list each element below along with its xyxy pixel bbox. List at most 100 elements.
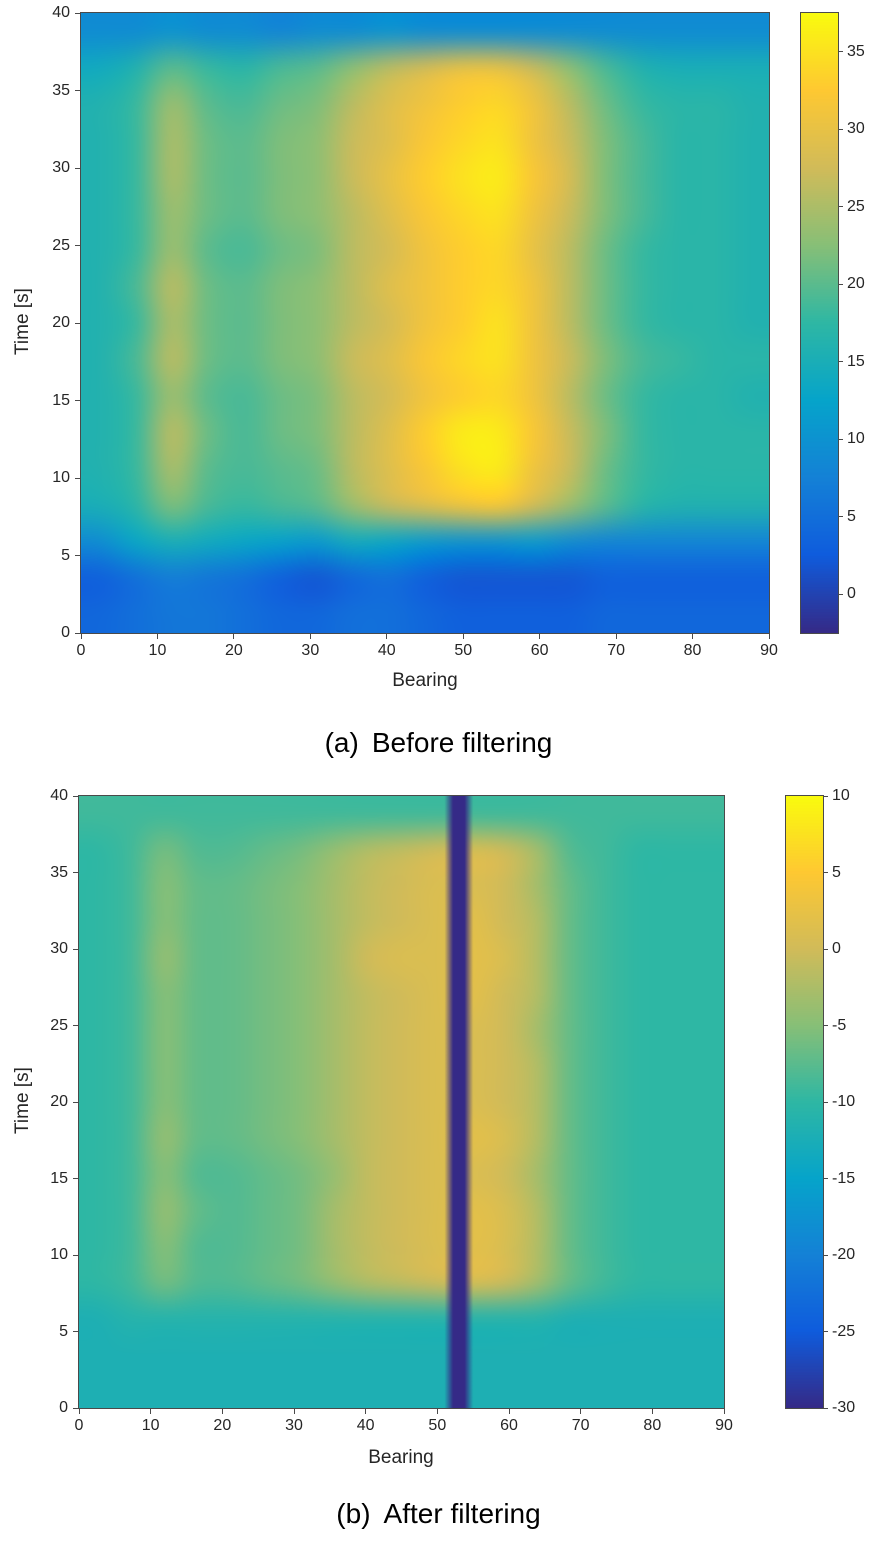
colorbar-tick-label: -15 bbox=[832, 1169, 856, 1187]
y-tick-mark bbox=[75, 477, 80, 479]
x-tick-label: 90 bbox=[715, 1417, 733, 1434]
colorbar-tick-mark bbox=[839, 51, 843, 53]
caption-a: (a) Before filtering bbox=[0, 727, 877, 759]
colorbar-tick-label: 10 bbox=[847, 430, 865, 448]
y-tick-mark bbox=[75, 400, 80, 401]
y-tick-label: 25 bbox=[50, 1016, 68, 1034]
y-tick-label: 35 bbox=[50, 863, 68, 881]
y-tick-label: 10 bbox=[50, 1246, 68, 1263]
colorbar-tick-mark bbox=[824, 948, 828, 950]
y-tick-label: 25 bbox=[52, 236, 70, 254]
caption-b-text: After filtering bbox=[383, 1498, 541, 1529]
colorbar-canvas-a bbox=[801, 13, 838, 633]
x-tick-mark bbox=[615, 634, 617, 639]
colorbar-tick-label: 0 bbox=[832, 940, 841, 957]
colorbar-tick-mark bbox=[824, 1331, 828, 1332]
x-tick-mark bbox=[462, 634, 464, 639]
y-tick-label: 30 bbox=[50, 940, 68, 957]
y-tick-label: 15 bbox=[52, 391, 70, 409]
x-tick-label: 80 bbox=[643, 1417, 662, 1434]
x-axis-label-b: Bearing bbox=[368, 1447, 434, 1468]
x-tick-mark bbox=[156, 634, 158, 639]
y-axis-label-a: Time [s] bbox=[12, 288, 33, 356]
colorbar-tick-mark bbox=[839, 516, 843, 518]
heatmap-plot-b bbox=[78, 795, 725, 1409]
colorbar-tick-label: 0 bbox=[847, 585, 856, 603]
colorbar-tick-mark bbox=[839, 593, 843, 595]
colorbar-tick-label: -20 bbox=[832, 1246, 856, 1263]
y-tick-mark bbox=[73, 1101, 78, 1103]
colorbar-tick-mark bbox=[824, 1025, 828, 1026]
x-tick-label: 60 bbox=[500, 1417, 518, 1434]
x-tick-mark bbox=[386, 634, 388, 639]
x-axis-label-a: Bearing bbox=[392, 670, 458, 691]
x-tick-label: 20 bbox=[224, 642, 243, 659]
x-tick-label: 50 bbox=[428, 1417, 447, 1434]
colorbar-tick-mark bbox=[839, 361, 843, 363]
caption-b: (b) After filtering bbox=[0, 1498, 877, 1530]
heatmap-plot-a bbox=[80, 12, 770, 634]
colorbar-tick-label: 5 bbox=[832, 863, 841, 881]
x-tick-mark bbox=[233, 634, 235, 639]
x-tick-label: 60 bbox=[530, 642, 549, 659]
y-tick-label: 5 bbox=[59, 1322, 68, 1340]
y-tick-mark bbox=[73, 948, 78, 950]
caption-b-tag: (b) bbox=[336, 1498, 371, 1529]
x-tick-mark bbox=[436, 1409, 438, 1414]
x-tick-label: 10 bbox=[141, 1417, 160, 1434]
x-tick-mark bbox=[723, 1409, 725, 1414]
heatmap-canvas-b bbox=[79, 796, 724, 1408]
caption-a-text: Before filtering bbox=[371, 727, 553, 758]
heatmap-canvas-a bbox=[81, 13, 769, 633]
y-tick-mark bbox=[73, 872, 78, 873]
colorbar-tick-mark bbox=[839, 206, 843, 208]
y-tick-mark bbox=[75, 167, 80, 169]
x-tick-mark bbox=[539, 634, 541, 639]
colorbar-canvas-b bbox=[786, 796, 823, 1408]
colorbar-tick-label: 5 bbox=[847, 507, 856, 525]
y-tick-mark bbox=[75, 245, 80, 246]
y-tick-mark bbox=[73, 1025, 78, 1026]
y-axis-label-b: Time [s] bbox=[12, 1067, 33, 1135]
y-tick-mark bbox=[75, 90, 80, 91]
y-tick-mark bbox=[73, 1407, 78, 1409]
y-tick-mark bbox=[73, 1254, 78, 1256]
y-tick-mark bbox=[75, 322, 80, 324]
x-tick-label: 20 bbox=[213, 1417, 232, 1434]
x-tick-label: 0 bbox=[74, 1417, 84, 1434]
colorbar-tick-label: -30 bbox=[832, 1399, 856, 1416]
x-tick-mark bbox=[221, 1409, 223, 1414]
colorbar-tick-mark bbox=[839, 128, 843, 130]
y-tick-label: 20 bbox=[50, 1093, 68, 1110]
x-tick-label: 0 bbox=[76, 642, 86, 659]
colorbar-a bbox=[800, 12, 839, 634]
y-tick-label: 20 bbox=[52, 314, 70, 331]
colorbar-tick-label: -5 bbox=[832, 1016, 847, 1034]
y-tick-mark bbox=[73, 795, 78, 797]
colorbar-tick-label: 35 bbox=[847, 42, 865, 60]
y-tick-label: 5 bbox=[61, 546, 70, 564]
colorbar-tick-label: -25 bbox=[832, 1322, 856, 1340]
y-tick-label: 0 bbox=[61, 624, 70, 641]
y-tick-mark bbox=[75, 555, 80, 556]
colorbar-tick-label: -10 bbox=[832, 1093, 856, 1110]
x-tick-mark bbox=[651, 1409, 653, 1414]
y-tick-label: 10 bbox=[52, 469, 70, 486]
x-tick-label: 30 bbox=[301, 642, 320, 659]
colorbar-tick-label: 25 bbox=[847, 197, 865, 215]
colorbar-tick-mark bbox=[824, 1178, 828, 1179]
y-tick-label: 40 bbox=[50, 787, 68, 804]
colorbar-tick-label: 30 bbox=[847, 120, 865, 138]
x-tick-label: 40 bbox=[356, 1417, 375, 1434]
x-tick-label: 70 bbox=[571, 1417, 590, 1434]
y-tick-mark bbox=[73, 1178, 78, 1179]
x-tick-mark bbox=[580, 1409, 582, 1414]
x-tick-label: 70 bbox=[607, 642, 626, 659]
x-tick-mark bbox=[768, 634, 770, 639]
colorbar-tick-label: 15 bbox=[847, 352, 865, 370]
colorbar-tick-mark bbox=[824, 1254, 828, 1256]
y-tick-label: 0 bbox=[59, 1399, 68, 1416]
colorbar-tick-mark bbox=[839, 438, 843, 440]
colorbar-tick-label: 10 bbox=[832, 787, 850, 804]
